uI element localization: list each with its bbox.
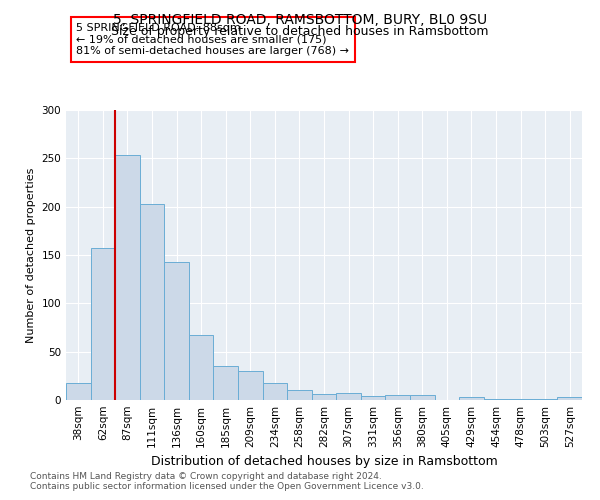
Y-axis label: Number of detached properties: Number of detached properties — [26, 168, 36, 342]
Bar — [508, 399, 533, 400]
Bar — [557, 397, 582, 400]
Bar — [287, 390, 312, 400]
X-axis label: Distribution of detached houses by size in Ramsbottom: Distribution of detached houses by size … — [151, 456, 497, 468]
Text: Contains HM Land Registry data © Crown copyright and database right 2024.: Contains HM Land Registry data © Crown c… — [30, 472, 382, 481]
Bar — [385, 395, 410, 400]
Text: Contains public sector information licensed under the Open Government Licence v3: Contains public sector information licen… — [30, 482, 424, 491]
Bar — [115, 156, 140, 400]
Bar — [312, 394, 336, 400]
Text: Size of property relative to detached houses in Ramsbottom: Size of property relative to detached ho… — [111, 25, 489, 38]
Bar — [484, 399, 508, 400]
Bar — [410, 395, 434, 400]
Bar — [533, 399, 557, 400]
Bar — [214, 366, 238, 400]
Bar — [189, 335, 214, 400]
Bar — [66, 382, 91, 400]
Bar — [336, 393, 361, 400]
Bar — [140, 204, 164, 400]
Text: 5 SPRINGFIELD ROAD: 88sqm
← 19% of detached houses are smaller (175)
81% of semi: 5 SPRINGFIELD ROAD: 88sqm ← 19% of detac… — [76, 23, 349, 56]
Bar — [361, 396, 385, 400]
Bar — [238, 371, 263, 400]
Bar — [459, 397, 484, 400]
Bar — [91, 248, 115, 400]
Text: 5, SPRINGFIELD ROAD, RAMSBOTTOM, BURY, BL0 9SU: 5, SPRINGFIELD ROAD, RAMSBOTTOM, BURY, B… — [113, 12, 487, 26]
Bar — [164, 262, 189, 400]
Bar — [263, 382, 287, 400]
